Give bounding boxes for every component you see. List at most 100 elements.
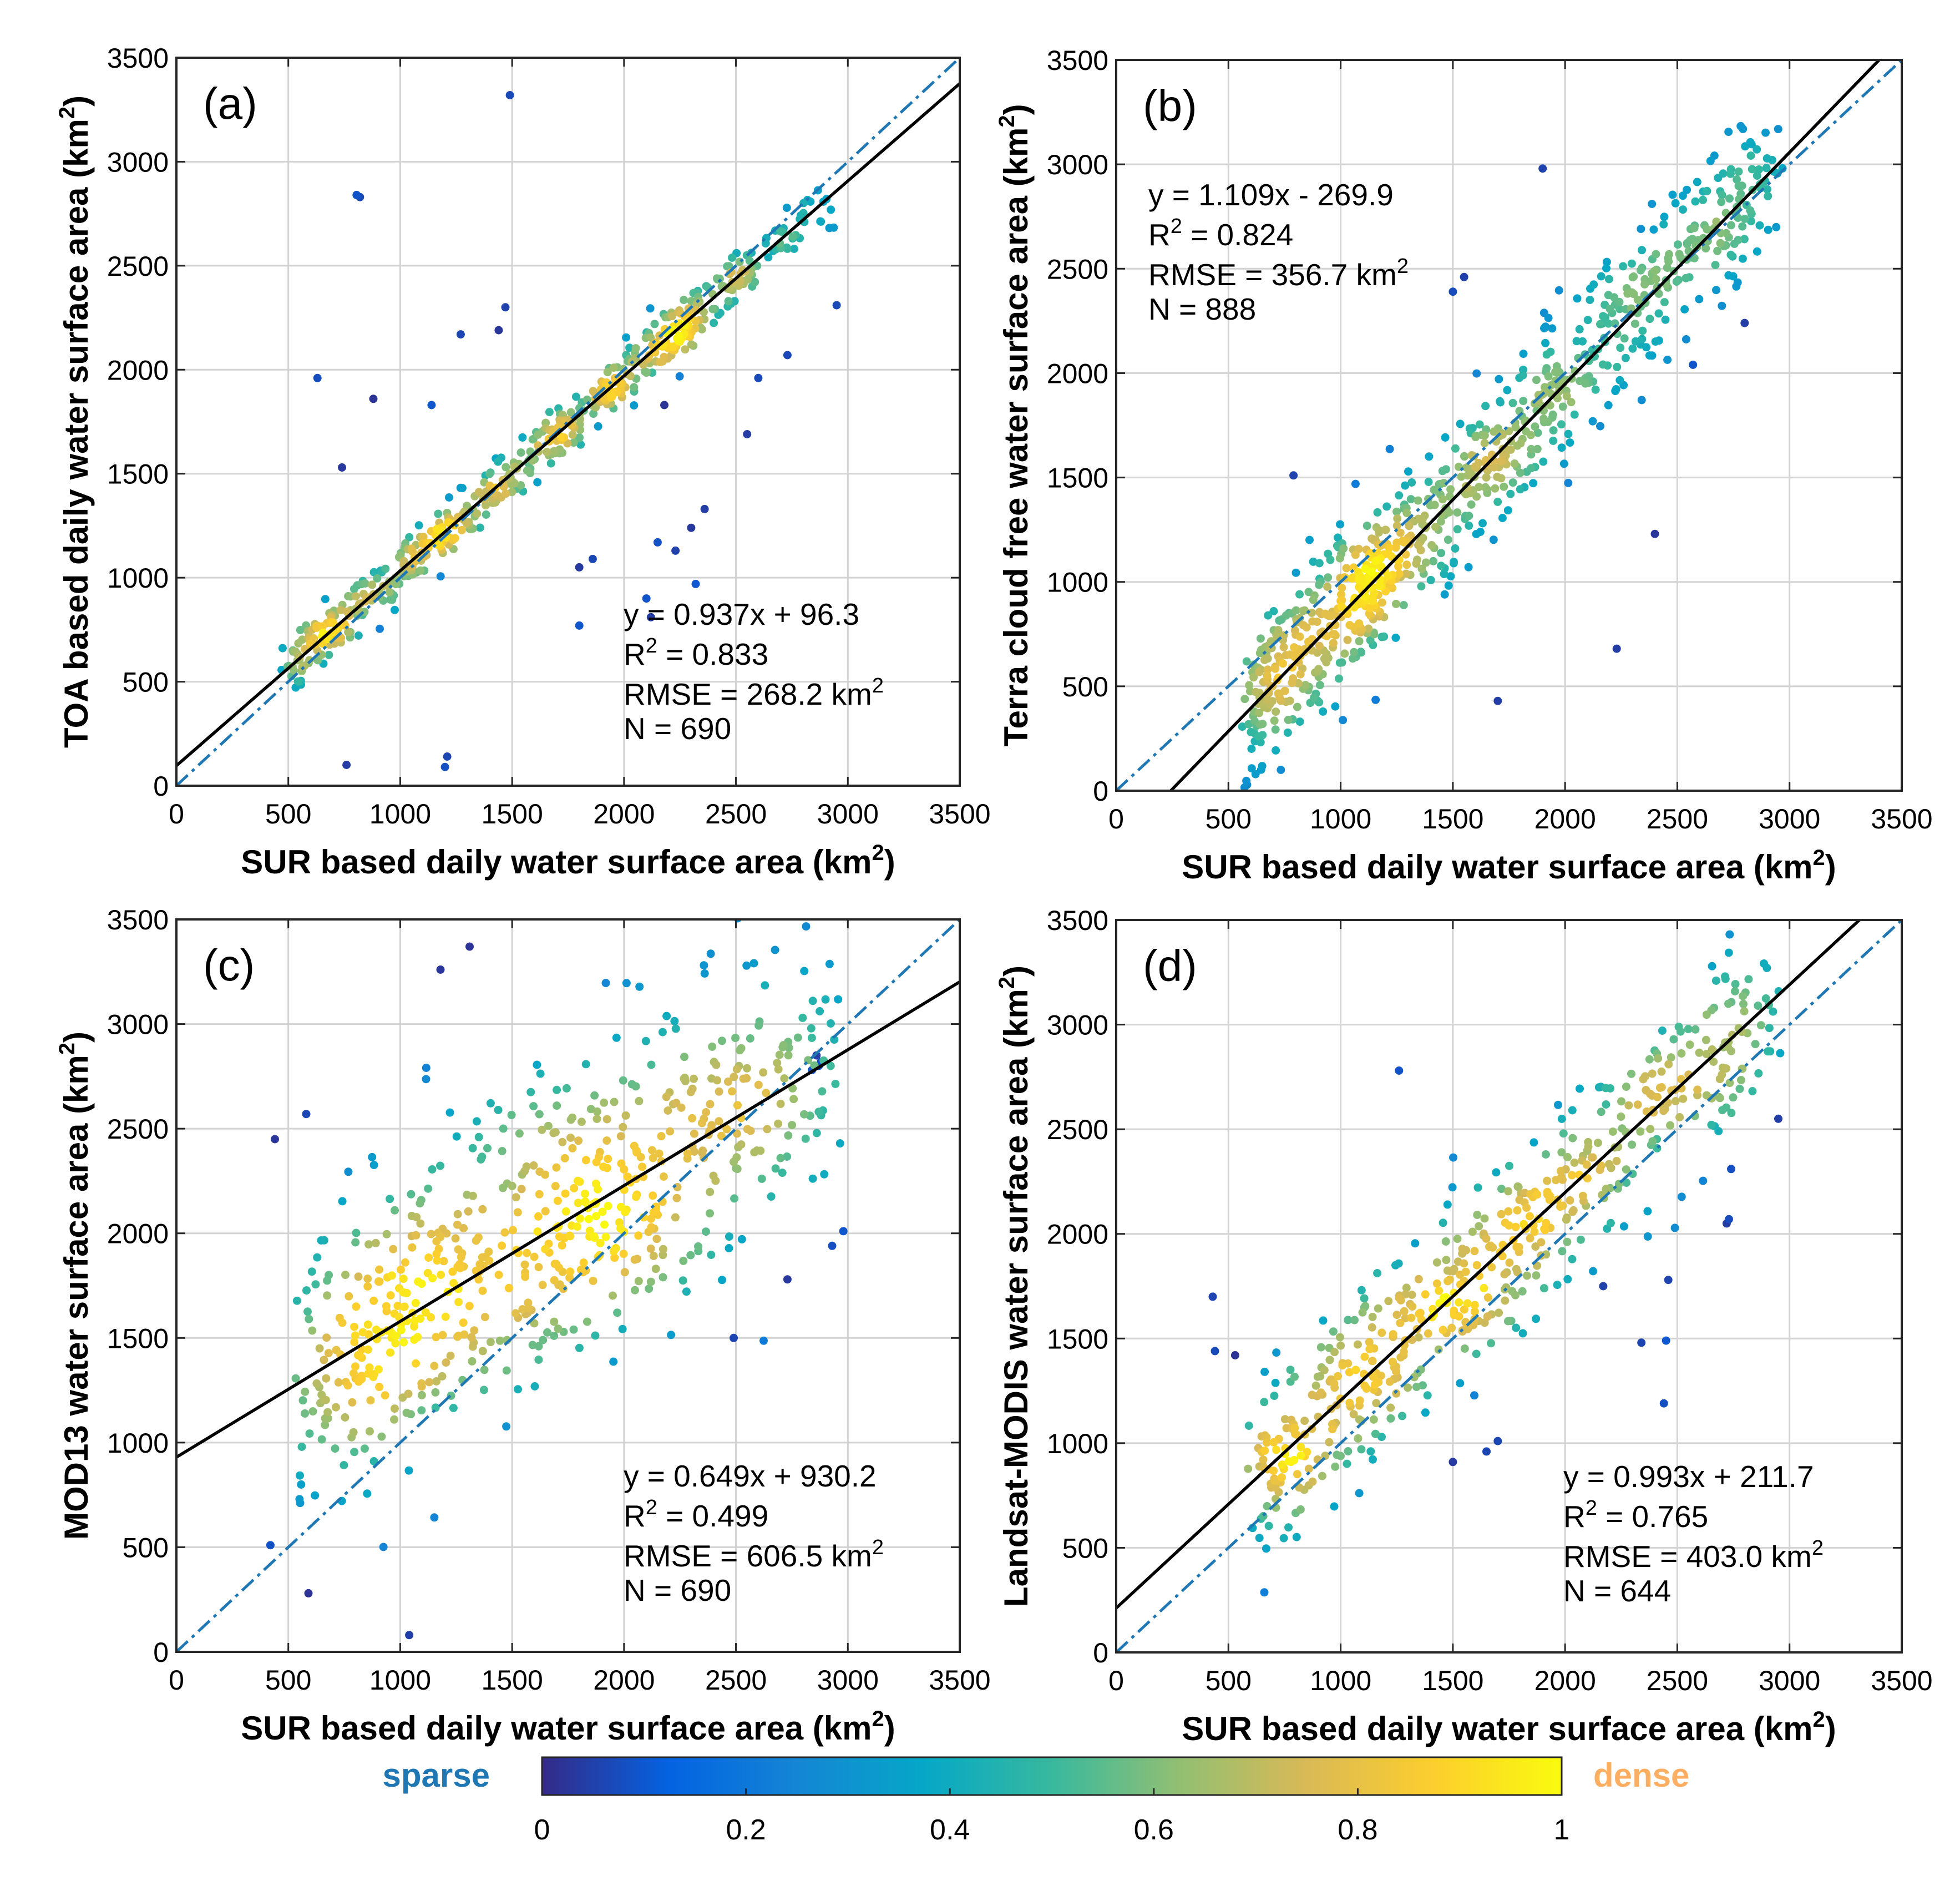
scatter-point [1505, 1161, 1513, 1170]
scatter-point [1717, 198, 1726, 206]
scatter-point [1292, 568, 1300, 577]
scatter-point [536, 1069, 545, 1078]
scatter-point [1699, 195, 1707, 204]
scatter-point [583, 1317, 591, 1326]
scatter-point [1395, 569, 1404, 578]
scatter-point [1303, 1448, 1311, 1457]
scatter-point [1311, 1381, 1320, 1390]
x-tick-label: 0 [169, 1665, 184, 1696]
scatter-point [575, 563, 584, 572]
scatter-point [428, 1274, 437, 1283]
scatter-point [1447, 1323, 1456, 1332]
scatter-point [625, 343, 634, 352]
scatter-point [1407, 1313, 1416, 1322]
y-tick-label: 2500 [1047, 254, 1108, 285]
scatter-point [1659, 1399, 1668, 1408]
scatter-point [602, 1164, 611, 1172]
scatter-point [1315, 580, 1324, 589]
scatter-point [808, 997, 817, 1005]
scatter-point [1295, 717, 1304, 726]
scatter-point [483, 1144, 492, 1152]
x-axis-label-sup: 2 [872, 1707, 884, 1731]
scatter-point [646, 613, 655, 621]
scatter-point [1737, 1076, 1745, 1084]
scatter-point [725, 1232, 733, 1241]
scatter-point [389, 1245, 398, 1253]
scatter-point [1450, 558, 1458, 567]
scatter-point [437, 1271, 445, 1279]
scatter-point [341, 1271, 350, 1280]
scatter-point [1648, 1069, 1657, 1078]
scatter-point [1407, 1291, 1416, 1299]
scatter-point [1360, 1352, 1369, 1361]
scatter-point [1263, 671, 1272, 680]
scatter-point [609, 1357, 618, 1366]
scatter-point [1335, 674, 1343, 683]
scatter-point [1260, 1367, 1269, 1376]
scatter-point [588, 554, 597, 563]
scatter-point [1308, 617, 1317, 626]
ticks: 0 500 1000 1500 2000 2500 3000 3500 0 500 1000 1500… [107, 904, 991, 1696]
x-tick-label: 2500 [1647, 1665, 1708, 1696]
y-tick-label: 2500 [107, 251, 169, 282]
scatter-point [1774, 125, 1782, 134]
scatter-point [562, 1084, 571, 1093]
scatter-point [1334, 533, 1343, 542]
scatter-point [1691, 197, 1700, 206]
scatter-point [1755, 221, 1764, 230]
scatter-point [580, 1197, 589, 1206]
scatter-point [1349, 1410, 1358, 1419]
scatter-point [1456, 419, 1465, 428]
scatter-point [1734, 167, 1743, 176]
scatter-point [1421, 1290, 1430, 1299]
scatter-point [783, 1275, 792, 1284]
y-tick-label: 0 [1093, 1637, 1108, 1668]
scatter-point [1296, 670, 1305, 679]
scatter-point [1439, 1326, 1447, 1334]
scatter-point [498, 1147, 507, 1155]
scatter-point [1718, 190, 1726, 199]
scatter-point [1436, 517, 1445, 526]
scatter-point [528, 1341, 537, 1349]
scatter-point [1449, 1267, 1458, 1276]
x-axis-label-main: SUR based daily water surface area (km [1182, 1710, 1812, 1747]
scatter-point [581, 1156, 590, 1165]
scatter-point [313, 1253, 322, 1262]
scatter-point [1368, 1323, 1376, 1332]
scatter-point [523, 466, 531, 475]
scatter-point [1284, 1457, 1293, 1466]
scatter-point [432, 1377, 441, 1386]
scatter-point [1514, 1182, 1523, 1191]
scatter-point [1542, 1218, 1551, 1227]
scatter-point [431, 1388, 440, 1397]
scatter-point [312, 1379, 321, 1388]
scatter-point [1606, 305, 1614, 314]
scatter-point [1744, 975, 1753, 984]
scatter-point [1523, 1271, 1531, 1280]
scatter-point [725, 1244, 733, 1252]
scatter-point [1258, 720, 1267, 729]
scatter-point [1726, 221, 1735, 230]
stats-r2-prefix: R [624, 1499, 646, 1533]
scatter-point [382, 1230, 391, 1238]
scatter-point [452, 1132, 461, 1141]
stats-n: N = 690 [624, 1573, 731, 1607]
scatter-point [1483, 1312, 1492, 1321]
scatter-point [1604, 401, 1613, 409]
scatter-point [1342, 564, 1351, 573]
ticks: 0 500 1000 1500 2000 2500 3000 3500 0 500 1000 1500… [107, 43, 991, 830]
scatter-point [478, 1347, 487, 1356]
scatter-point [1541, 338, 1550, 347]
x-tick-label: 3000 [1759, 1665, 1820, 1696]
scatter-point [1339, 544, 1348, 553]
scatter-point [701, 1227, 710, 1236]
scatter-point [832, 301, 841, 310]
scatter-point [1539, 414, 1548, 423]
scatter-point [321, 595, 330, 604]
scatter-point [1583, 1174, 1592, 1183]
scatter-point [1558, 1247, 1567, 1256]
scatter-point [1272, 707, 1280, 716]
scatter-point [800, 967, 809, 975]
scatter-point [1576, 1084, 1584, 1093]
scatter-point [1355, 619, 1364, 628]
